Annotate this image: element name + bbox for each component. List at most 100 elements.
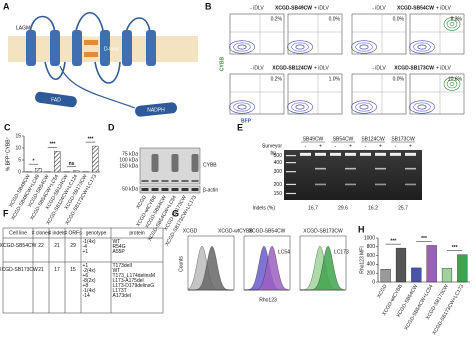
band	[181, 188, 189, 191]
blot	[139, 147, 201, 185]
band	[171, 154, 179, 172]
band	[151, 188, 159, 191]
domain-label: NADPH	[147, 107, 165, 113]
header-cell: # ORFs	[64, 230, 82, 236]
band	[345, 152, 356, 156]
domain-label: LAGM	[16, 25, 30, 31]
bar	[395, 247, 407, 283]
cell-line: +1	[83, 263, 89, 269]
condition-label: + iDLV	[314, 65, 329, 71]
cell: 17	[54, 267, 60, 273]
contour	[229, 100, 255, 114]
domain-label: B-loop	[84, 33, 99, 39]
condition-label: - iDLV	[372, 65, 386, 71]
treatment-label: -	[365, 143, 367, 149]
helices	[26, 30, 156, 66]
contour	[237, 104, 247, 110]
marker-label: 75 kDa	[122, 151, 138, 157]
flow-plot	[351, 13, 407, 55]
condition-label: - iDLV	[372, 5, 386, 11]
flow-plot	[287, 73, 343, 115]
panel-label: H	[358, 224, 365, 234]
contour	[417, 104, 427, 110]
band	[141, 188, 149, 191]
cell-line: -4	[83, 244, 88, 250]
cell-line: -14	[83, 293, 90, 299]
contour	[355, 42, 373, 52]
x-axis-label: Rho123	[259, 297, 277, 303]
cell-line-label: XCGD-SB49CW	[275, 5, 312, 11]
band	[181, 180, 189, 182]
indel-value: 16.2	[368, 205, 378, 211]
loops	[29, 11, 151, 84]
band	[315, 183, 326, 186]
ladder-band	[286, 171, 296, 173]
cell-line: WT	[113, 239, 121, 245]
significance: ***	[50, 142, 56, 148]
y-tick-label: 5	[18, 157, 21, 163]
panel-label: G	[172, 208, 179, 218]
band	[405, 152, 416, 156]
ladder-band	[286, 154, 296, 157]
band	[375, 167, 386, 170]
contour	[449, 22, 455, 26]
header-cell: Cell line	[9, 230, 27, 236]
gel	[284, 150, 422, 200]
contour	[443, 77, 461, 91]
treatment-label: +	[379, 143, 382, 149]
flow-plot	[229, 13, 285, 55]
band	[390, 152, 401, 156]
condition-label: + iDLV	[314, 5, 329, 11]
y-tick-label: 800	[367, 244, 376, 250]
annotation: LC54	[278, 249, 290, 255]
ladder-label: 300	[274, 169, 283, 175]
treatment-label: +	[409, 143, 412, 149]
percentage: 1.0%	[329, 76, 341, 82]
ladder-label: 500	[274, 153, 283, 159]
panel-label: A	[3, 1, 10, 11]
contour	[417, 44, 427, 50]
band	[405, 167, 416, 170]
domain-label: D-loop	[104, 46, 119, 52]
contour	[295, 44, 305, 50]
contour	[237, 44, 247, 50]
contour	[413, 102, 431, 112]
band	[171, 188, 179, 191]
target-label: CYBB	[203, 162, 217, 168]
y-tick-label: 10	[15, 145, 21, 151]
band	[161, 188, 169, 191]
contour	[446, 79, 458, 89]
contour	[409, 100, 435, 114]
bar	[441, 268, 453, 283]
panel-label: C	[4, 122, 11, 132]
panel-label: B	[205, 1, 212, 11]
heme	[84, 40, 98, 57]
sample-label: SB49CW	[303, 136, 324, 142]
cell-line: +6	[83, 273, 89, 279]
band	[191, 180, 199, 182]
percentage: 0.0%	[393, 76, 405, 82]
y-tick-label: 400	[367, 262, 376, 268]
cell-line-label: XCGD-SB54CW	[397, 5, 434, 11]
bar	[54, 151, 61, 173]
fad-domain	[35, 91, 77, 108]
marker-label: 100 kDa	[119, 157, 138, 163]
cell-line: L173-A175del	[113, 278, 144, 284]
sample-label: SB173CW	[391, 136, 415, 142]
band	[151, 154, 159, 172]
contour	[446, 19, 458, 29]
contour	[443, 17, 461, 31]
y-tick-label: 0	[372, 279, 375, 285]
significance: ***	[452, 245, 458, 251]
flow-plot	[229, 73, 285, 115]
flow-plot	[287, 13, 343, 55]
contour	[355, 102, 373, 112]
plot-title: XCGD-SB173CW	[303, 228, 343, 234]
cell: 15	[70, 267, 76, 273]
treatment-label: +	[319, 143, 322, 149]
percentage: 0.2%	[271, 76, 283, 82]
ladder-band	[286, 183, 296, 186]
treatment-label: -	[305, 143, 307, 149]
band	[171, 180, 179, 182]
band	[161, 180, 169, 182]
